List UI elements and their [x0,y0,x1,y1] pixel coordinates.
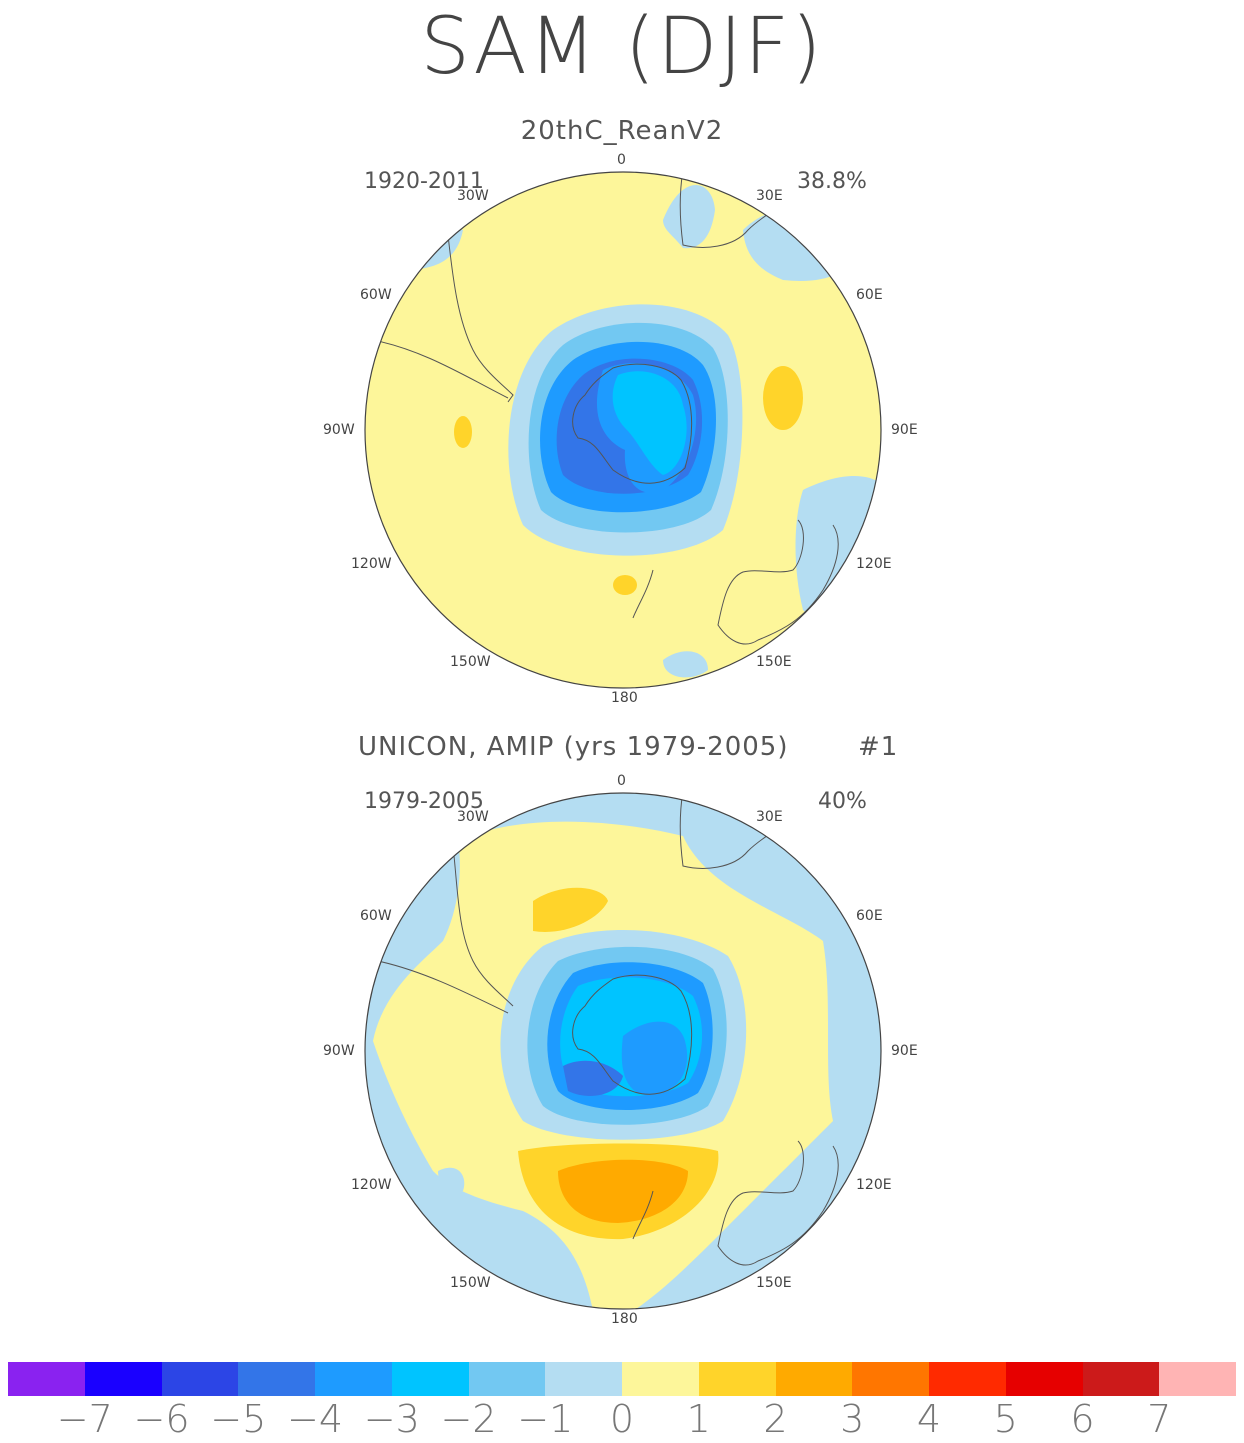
colorbar-swatch [8,1362,85,1396]
colorbar-tick-label: −2 [440,1397,497,1441]
lon-label: 120W [351,556,392,572]
colorbar-tick-label: 5 [993,1397,1018,1441]
colorbar-tick-label: 4 [916,1397,942,1441]
panel2-australia-coastline [717,1140,839,1266]
colorbar-tick-label: 2 [763,1397,788,1441]
lon-label: 180 [611,690,638,706]
colorbar-swatch [1159,1362,1236,1396]
colorbar-swatch [238,1362,315,1396]
colorbar-tick-label: −6 [133,1397,190,1441]
panel1-positive-area [613,575,637,595]
lon-label: 60E [856,908,883,924]
panel2-subtitle: UNICON, AMIP (yrs 1979-2005) [358,732,789,762]
panel1-positive-area [763,366,803,430]
colorbar-swatch [1082,1362,1160,1396]
lon-label: 150E [756,1275,792,1291]
panel2-contour-minus4 [563,1060,623,1096]
lon-label: 120E [856,556,892,572]
panel1-australia-coastline [717,519,839,645]
panel2-positive-area [533,887,608,932]
colorbar-swatch [698,1362,776,1396]
panel2-polar-map [364,792,882,1310]
lon-label: 30E [756,809,783,825]
panel1-map-boundary [364,171,882,689]
panel1-antarctica-coastline [572,363,693,484]
colorbar-labels: −7 −6 −5 −4 −3 −2 −1 0 1 2 3 4 5 6 7 [0,1400,1244,1440]
panel2-new-zealand-coastline [632,1190,654,1240]
colorbar-swatch [852,1362,929,1396]
colorbar-tick-label: 7 [1147,1397,1172,1441]
lon-label: 30W [457,809,489,825]
panel2-contour-minus3b [621,1021,688,1096]
colorbar-swatch [315,1362,392,1396]
lon-label: 30E [756,188,783,204]
panel1-africa-coastline [679,172,774,248]
colorbar-swatch [1005,1362,1083,1396]
colorbar-swatch [775,1362,853,1396]
colorbar-tick-label: −5 [210,1397,267,1441]
lon-label: 120E [856,1177,892,1193]
colorbar-tick-label: 3 [840,1397,865,1441]
colorbar [8,1362,1236,1396]
panel2-south-america-coastline [452,845,514,1007]
colorbar-tick-label: 0 [609,1397,635,1441]
panel2-antarctica-coastline [572,974,693,1095]
colorbar-tick-label: −3 [363,1397,420,1441]
panel2-map-boundary [364,792,882,1310]
panel1-percent: 38.8% [797,169,867,194]
colorbar-tick-label: −1 [517,1397,574,1441]
panel1-period: 1920-2011 [364,169,484,194]
lon-label: 90W [323,422,355,438]
panel2-negative-area [438,1167,465,1193]
figure-title: SAM (DJF) [420,2,824,92]
lon-label: 60E [856,287,883,303]
panel1-south-america-coastline [372,339,509,399]
lon-label: 60W [360,287,392,303]
panel1-contour-minus2b [612,371,687,475]
panel2-percent: 40% [818,789,867,814]
colorbar-tick-label: 6 [1070,1397,1095,1441]
colorbar-tick-label: −4 [286,1397,344,1441]
panel1-negative-area [663,651,708,678]
panel1-negative-area [663,185,715,249]
lon-label: 90E [891,422,918,438]
lon-label: 180 [611,1311,638,1327]
panel2-period: 1979-2005 [364,789,484,814]
colorbar-swatch [929,1362,1006,1396]
colorbar-swatch [84,1362,162,1396]
colorbar-swatch [545,1362,622,1396]
lon-label: 0 [617,773,626,789]
panel1-polar-map [364,171,882,689]
lon-label: 0 [617,152,626,168]
panel1-positive-area [454,416,472,448]
lon-label: 90E [891,1043,918,1059]
colorbar-swatch [161,1362,239,1396]
panel1-new-zealand-coastline [632,569,654,619]
colorbar-tick-label: 1 [686,1397,711,1441]
lon-label: 60W [360,908,392,924]
panel2-contour-plus2 [558,1159,688,1223]
panel2-ensemble: #1 [858,732,899,762]
lon-label: 150E [756,654,792,670]
lon-label: 30W [457,188,489,204]
panel2-africa-coastline [679,793,774,869]
panel1-subtitle: 20thC_ReanV2 [520,116,724,146]
colorbar-tick-label: −7 [56,1397,113,1441]
lon-label: 150W [450,1275,491,1291]
panel1-south-america-coastline [447,234,514,403]
lon-label: 90W [323,1043,355,1059]
colorbar-swatch [622,1362,699,1396]
panel2-south-america-coastline [377,960,509,1014]
lon-label: 150W [450,654,491,670]
lon-label: 120W [351,1177,392,1193]
colorbar-swatch [468,1362,546,1396]
colorbar-swatch [391,1362,469,1396]
